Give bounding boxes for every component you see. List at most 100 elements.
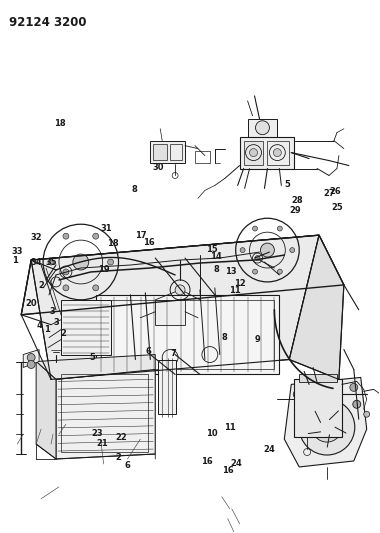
Bar [195,151,210,163]
Polygon shape [284,377,367,467]
Circle shape [255,121,269,135]
Circle shape [63,233,69,239]
Circle shape [260,243,274,257]
Bar [61,300,111,354]
Circle shape [350,383,358,391]
Circle shape [73,254,89,270]
Text: 25: 25 [331,203,343,212]
Circle shape [63,269,69,275]
Polygon shape [36,354,155,379]
Text: 19: 19 [98,265,110,273]
Bar [96,295,279,375]
Text: 17: 17 [135,231,147,240]
Text: 31: 31 [100,224,112,233]
Circle shape [63,285,69,291]
Text: 3: 3 [49,307,55,316]
Bar [294,379,342,437]
Text: 16: 16 [201,457,213,466]
Text: 11: 11 [230,286,241,295]
Text: 6: 6 [146,347,152,356]
Text: 23: 23 [92,429,103,438]
Polygon shape [23,350,39,367]
Text: 34: 34 [31,259,42,267]
Bar [101,300,274,369]
Text: 5: 5 [89,353,95,362]
Text: 5: 5 [284,180,290,189]
Text: 1: 1 [13,256,18,265]
Text: 7: 7 [170,350,176,359]
Text: 16: 16 [222,466,234,475]
Text: 8: 8 [221,333,227,342]
Bar [153,144,167,159]
Circle shape [273,149,281,157]
Circle shape [293,390,301,398]
Circle shape [48,259,54,265]
Text: 2: 2 [116,453,121,462]
Text: 29: 29 [290,206,301,215]
Text: 15: 15 [206,245,218,254]
Bar [155,300,185,325]
Text: 24: 24 [263,445,275,454]
Polygon shape [31,235,319,379]
Text: 9: 9 [255,335,261,344]
Text: 18: 18 [107,239,119,248]
Circle shape [290,248,295,253]
Circle shape [93,233,99,239]
Circle shape [277,269,282,274]
Text: 30: 30 [152,163,164,172]
Text: 35: 35 [45,259,57,267]
Text: 26: 26 [329,187,341,196]
Text: 2: 2 [61,329,66,338]
Text: 12: 12 [234,279,246,288]
Bar [158,360,176,414]
Text: 6: 6 [125,461,131,470]
Text: 28: 28 [291,196,302,205]
Circle shape [27,360,35,368]
Text: 8: 8 [131,185,137,194]
Circle shape [255,255,260,261]
Circle shape [353,400,361,408]
Text: 33: 33 [11,247,23,256]
Circle shape [253,269,258,274]
Circle shape [321,421,333,433]
Text: 4: 4 [36,321,42,330]
Text: 13: 13 [225,268,236,276]
Text: 32: 32 [31,233,42,242]
Text: 22: 22 [116,433,127,442]
Polygon shape [21,235,344,315]
Circle shape [312,412,342,442]
Text: 21: 21 [97,439,108,448]
Bar [240,136,294,168]
Bar [244,141,263,165]
Text: 14: 14 [211,253,222,262]
Polygon shape [289,235,344,379]
Circle shape [93,285,99,291]
Text: 2: 2 [38,280,44,289]
Bar [170,144,182,159]
Text: 10: 10 [206,429,218,438]
Bar [268,141,289,165]
Circle shape [108,259,114,265]
Bar [150,141,185,163]
Polygon shape [56,369,155,459]
Text: 3: 3 [53,318,59,327]
Circle shape [277,226,282,231]
Text: 16: 16 [142,238,154,247]
Circle shape [299,399,355,455]
Text: 18: 18 [54,119,66,128]
Bar [299,375,337,382]
Text: 24: 24 [230,459,242,469]
Text: 1: 1 [44,325,50,334]
Text: 92124 3200: 92124 3200 [10,17,87,29]
Bar [61,375,148,452]
Bar [248,119,277,136]
Text: 20: 20 [25,299,36,308]
Text: 11: 11 [225,423,236,432]
Circle shape [27,353,35,361]
Polygon shape [36,361,56,459]
Circle shape [175,285,185,295]
Circle shape [364,411,370,417]
Circle shape [253,226,258,231]
Circle shape [250,149,258,157]
Text: 27: 27 [324,189,336,198]
